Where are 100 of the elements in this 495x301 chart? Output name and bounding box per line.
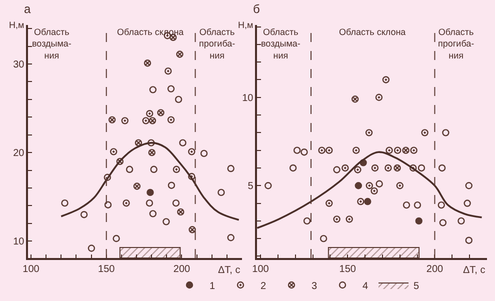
point: [465, 182, 472, 190]
point: [162, 218, 170, 226]
point: [396, 182, 404, 190]
point: [333, 166, 340, 174]
point: [364, 198, 372, 206]
point: [172, 199, 180, 207]
point: [438, 164, 446, 172]
legend-label: 2: [260, 280, 266, 292]
annotation: Область воздыма- ния: [32, 27, 72, 60]
point: [365, 129, 373, 136]
legend-label: 3: [312, 280, 318, 292]
x-tick-label: 200: [426, 264, 444, 275]
point: [227, 234, 234, 242]
point: [384, 164, 392, 172]
point: [112, 234, 120, 242]
point: [326, 200, 333, 207]
annotation: Область прогиба- ния: [199, 27, 236, 60]
point: [61, 199, 68, 207]
point: [146, 188, 154, 196]
point: [227, 164, 234, 172]
point: [148, 148, 156, 156]
point: [133, 182, 141, 190]
point: [148, 117, 156, 124]
point: [342, 164, 349, 172]
point: [148, 139, 155, 146]
point: [402, 201, 410, 209]
point: [394, 146, 402, 154]
point: [110, 148, 118, 156]
point: [146, 199, 154, 207]
point: [164, 67, 172, 75]
point: [80, 210, 88, 218]
point: [104, 201, 112, 208]
legend-label: 1: [210, 280, 216, 292]
annotation: Область склона: [339, 27, 406, 37]
y-axis-title: Н,м: [9, 20, 24, 30]
point: [465, 236, 472, 244]
point: [458, 217, 465, 225]
point: [149, 86, 157, 94]
point: [144, 60, 152, 67]
y-tick-label: 10: [13, 236, 25, 248]
point: [88, 244, 96, 252]
point: [150, 166, 158, 174]
point: [421, 129, 428, 136]
point: [352, 96, 359, 103]
point: [370, 187, 378, 195]
y-tick-label: 10: [242, 92, 254, 104]
point: [346, 216, 353, 223]
x-axis-title: ΔT, с: [463, 265, 486, 276]
legend-label: 4: [362, 280, 368, 292]
point: [366, 182, 373, 190]
point: [188, 172, 196, 180]
x-tick-label: 150: [98, 264, 116, 275]
point: [415, 217, 422, 225]
chart-title: б: [253, 2, 260, 16]
point: [177, 208, 184, 216]
point: [300, 148, 308, 156]
annotation: Область воздыма- ния: [261, 27, 300, 60]
point: [167, 85, 175, 92]
point: [442, 129, 450, 136]
point: [410, 146, 418, 154]
y-axis-title: Н,м: [238, 20, 254, 30]
point: [382, 76, 390, 84]
point: [354, 182, 362, 190]
point: [200, 150, 208, 158]
point: [188, 148, 196, 156]
point: [179, 139, 186, 146]
point: [410, 164, 417, 172]
x-axis-title: ΔT, с: [218, 265, 240, 276]
point: [116, 158, 124, 165]
point: [371, 164, 379, 172]
x-tick-label: 150: [339, 264, 356, 275]
point: [464, 200, 471, 207]
point: [326, 146, 333, 154]
point: [176, 50, 184, 58]
y-tick-label: 20: [13, 148, 25, 160]
point: [218, 188, 225, 196]
point: [438, 201, 445, 209]
point: [352, 146, 360, 154]
annotation: Область прогиба- ния: [438, 27, 474, 60]
point: [108, 116, 116, 124]
point: [333, 216, 340, 223]
point: [167, 116, 175, 124]
point: [121, 117, 128, 124]
point: [354, 166, 362, 174]
x-tick-label: 100: [22, 264, 40, 275]
point: [289, 164, 297, 172]
point: [126, 166, 134, 174]
point: [134, 139, 142, 146]
point: [375, 94, 383, 101]
point: [303, 217, 311, 225]
point: [168, 182, 176, 189]
point: [414, 201, 422, 209]
point: [172, 166, 180, 174]
chart-title: а: [24, 2, 31, 16]
point: [402, 146, 410, 154]
point: [293, 146, 301, 154]
point: [122, 199, 130, 207]
point: [157, 109, 164, 116]
point: [320, 234, 328, 242]
x-tick-label: 200: [173, 264, 190, 275]
